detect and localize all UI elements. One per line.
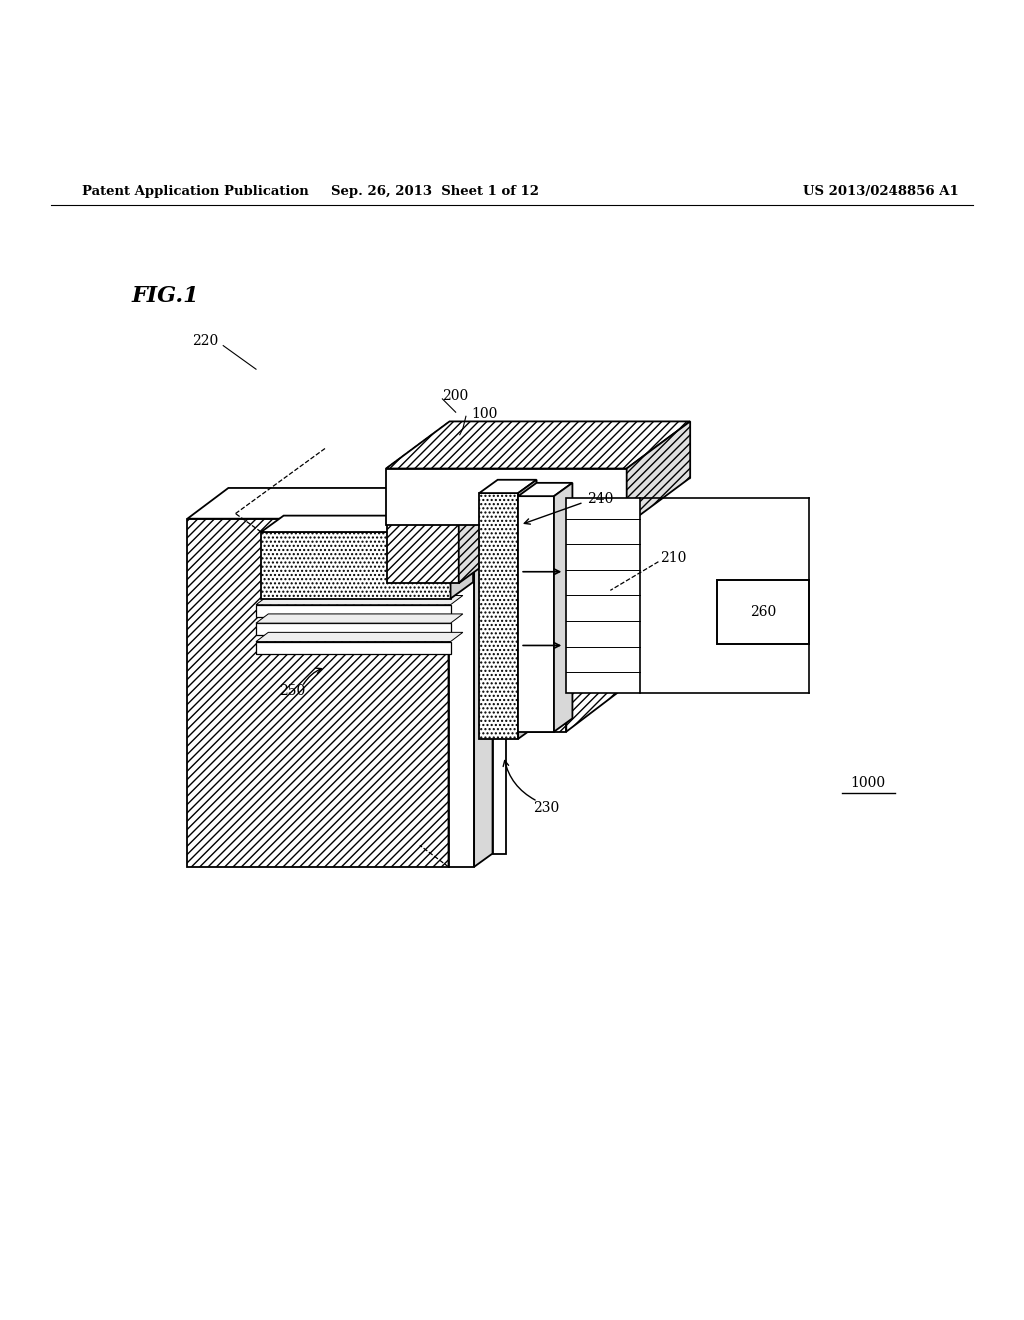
Text: 1000: 1000 <box>851 776 886 791</box>
Polygon shape <box>566 457 617 731</box>
Text: FIG.1: FIG.1 <box>131 285 199 308</box>
Polygon shape <box>386 421 690 469</box>
Bar <box>387 521 459 583</box>
Polygon shape <box>187 488 489 519</box>
Bar <box>493 506 506 854</box>
Bar <box>518 496 554 731</box>
Bar <box>256 605 451 616</box>
Text: 240: 240 <box>587 492 613 507</box>
Polygon shape <box>256 614 463 623</box>
Polygon shape <box>518 479 537 739</box>
Polygon shape <box>387 506 481 521</box>
Bar <box>717 579 809 644</box>
Bar <box>256 623 451 635</box>
Text: 100: 100 <box>471 408 498 421</box>
Polygon shape <box>451 516 473 598</box>
Polygon shape <box>449 506 493 519</box>
Polygon shape <box>449 488 489 867</box>
Text: 230: 230 <box>532 801 559 816</box>
Text: US 2013/0248856 A1: US 2013/0248856 A1 <box>803 185 958 198</box>
Polygon shape <box>459 506 481 583</box>
Text: 250: 250 <box>279 684 305 698</box>
Polygon shape <box>493 492 524 506</box>
Bar <box>566 498 640 693</box>
Bar <box>449 519 474 867</box>
Text: Patent Application Publication: Patent Application Publication <box>82 185 308 198</box>
Text: 260: 260 <box>750 605 776 619</box>
Text: 200: 200 <box>442 389 469 403</box>
Polygon shape <box>554 483 572 731</box>
Polygon shape <box>256 595 463 605</box>
Bar <box>187 519 449 867</box>
Bar <box>479 494 518 739</box>
Bar <box>256 642 451 653</box>
Polygon shape <box>518 483 572 496</box>
Bar <box>261 532 451 598</box>
Text: 210: 210 <box>660 550 687 565</box>
Text: Sep. 26, 2013  Sheet 1 of 12: Sep. 26, 2013 Sheet 1 of 12 <box>331 185 540 198</box>
Polygon shape <box>627 421 690 525</box>
Text: 220: 220 <box>191 334 218 347</box>
Bar <box>500 496 566 731</box>
Polygon shape <box>500 457 617 496</box>
Polygon shape <box>261 516 473 532</box>
Bar <box>386 469 627 525</box>
Polygon shape <box>474 506 493 867</box>
Polygon shape <box>256 632 463 642</box>
Polygon shape <box>479 479 537 494</box>
